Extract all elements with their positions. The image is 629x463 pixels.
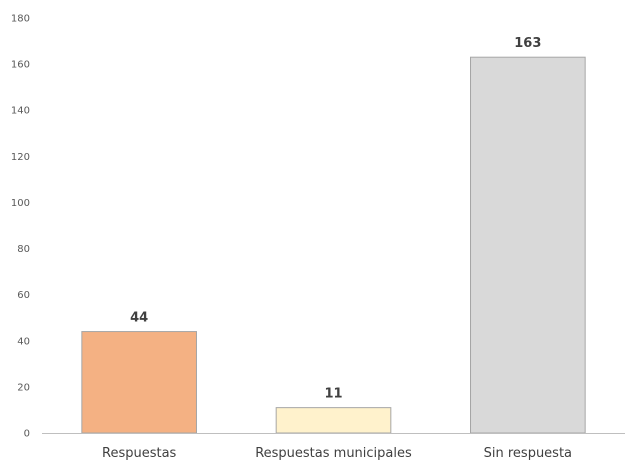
y-axis-ticks: 0 20 40 60 80 100 120 140 160 180 — [11, 14, 30, 440]
y-tick-label: 20 — [17, 382, 30, 393]
y-tick-label: 40 — [17, 336, 30, 347]
y-tick-label: 100 — [11, 198, 30, 209]
x-axis-labels: Respuestas Respuestas municipales Sin resp… — [102, 446, 572, 461]
y-tick-label: 60 — [17, 290, 30, 301]
x-tick-label: Sin respuesta — [484, 446, 572, 461]
data-label: 11 — [324, 387, 342, 402]
bar-sin-respuesta — [470, 56, 586, 434]
y-tick-label: 180 — [11, 14, 30, 25]
y-tick-label: 160 — [11, 60, 30, 71]
bar-respuestas — [81, 331, 197, 434]
x-tick-label: Respuestas — [102, 446, 177, 461]
x-tick-label: Respuestas municipales — [255, 446, 412, 461]
data-label: 163 — [514, 36, 541, 51]
y-tick-label: 80 — [17, 244, 30, 255]
y-tick-label: 0 — [24, 429, 30, 440]
y-tick-label: 140 — [11, 106, 30, 117]
bar-respuestas-municipales — [275, 407, 392, 434]
data-label: 44 — [130, 311, 148, 326]
y-tick-label: 120 — [11, 152, 30, 163]
bars — [81, 56, 586, 434]
data-labels: 44 11 163 — [130, 36, 541, 401]
